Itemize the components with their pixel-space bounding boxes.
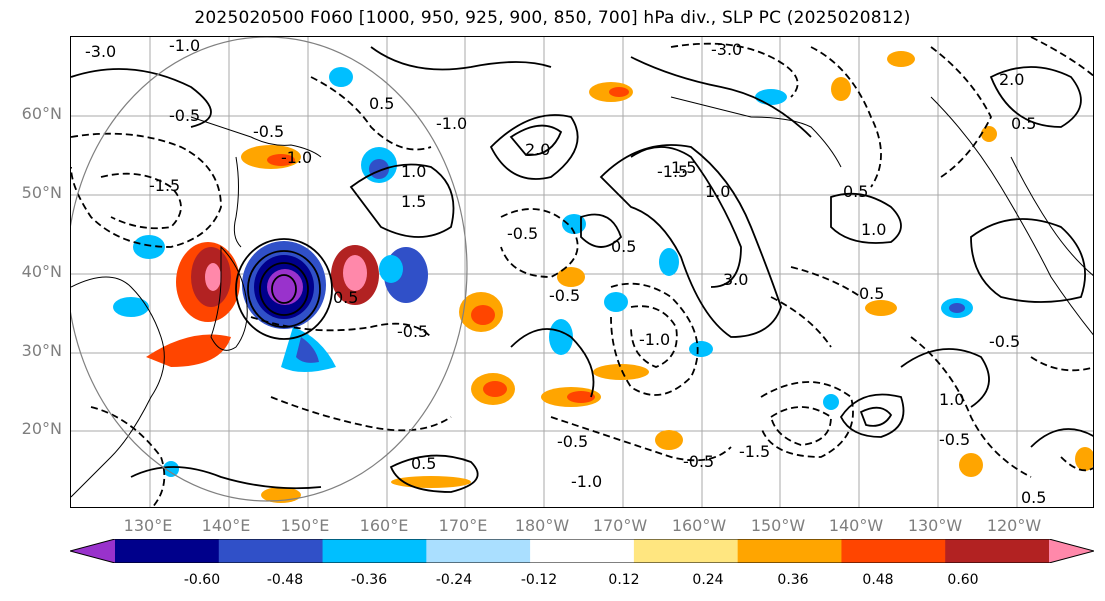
contour-label: -1.0: [436, 114, 467, 133]
lon-label-140e: 140°E: [201, 516, 251, 535]
colorbar-tick-label: 0.48: [862, 572, 894, 588]
contour-label: -3.0: [711, 40, 742, 59]
colorbar-tick-label: -0.24: [435, 572, 473, 588]
contour-label: -0.5: [549, 286, 580, 305]
colorbar-tick-label: -0.36: [350, 572, 388, 588]
contour-label-layer: -3.0 -1.0 -0.5 -0.5 -1.5 -1.0 0.5 1.0 1.…: [85, 37, 1046, 507]
contour-label: -0.5: [397, 322, 428, 341]
contour-label: 0.5: [843, 182, 868, 201]
lon-label-160e: 160°E: [359, 516, 409, 535]
contour-label: 2.0: [525, 140, 550, 159]
lon-label-170w: 170°W: [592, 516, 648, 535]
colorbar-segment: [218, 539, 324, 563]
colorbar-segments: [70, 539, 1094, 563]
colorbar-tick-label: 0.36: [777, 572, 809, 588]
colorbar-segment: [841, 539, 946, 563]
contour-label: -1.0: [571, 472, 602, 491]
colorbar-tick-label: 0.12: [608, 572, 640, 588]
contour-label: 1.0: [939, 390, 964, 409]
colorbar-segment: [945, 539, 1050, 563]
lat-label-40n: 40°N: [21, 262, 62, 281]
colorbar-segment: [633, 539, 739, 563]
contour-label: 0.5: [611, 237, 636, 256]
colorbar-tick-label: -0.60: [183, 572, 221, 588]
contour-label: -0.5: [939, 430, 970, 449]
lon-label-130e: 130°E: [123, 516, 173, 535]
map-canvas: -3.0 -1.0 -0.5 -0.5 -1.5 -1.0 0.5 1.0 1.…: [71, 37, 1093, 507]
contour-label: -1.5: [657, 162, 688, 181]
lon-label-130w: 130°W: [907, 516, 963, 535]
contour-label: -0.5: [169, 106, 200, 125]
contour-label: -1.5: [149, 176, 180, 195]
contour-label: 0.5: [333, 288, 358, 307]
contour-label: 0.5: [411, 454, 436, 473]
range-circle: [71, 37, 468, 502]
contour-label: -3.0: [85, 42, 116, 61]
colorbar-tick-label: -0.12: [520, 572, 558, 588]
lon-label-150w: 150°W: [750, 516, 806, 535]
contour-label: 2.0: [999, 70, 1024, 89]
colorbar-extend-high: [1049, 539, 1094, 563]
lon-label-120w: 120°W: [986, 516, 1042, 535]
negative-contours: [71, 37, 1093, 507]
contour-label: 1.0: [705, 182, 730, 201]
contour-label: 0.5: [1021, 488, 1046, 507]
contour-label: -1.5: [739, 442, 770, 461]
contour-label: 1.5: [671, 158, 696, 177]
chart-title: 2025020500 F060 [1000, 950, 925, 900, 85…: [194, 8, 911, 28]
coastlines: [71, 96, 1093, 498]
lat-label-60n: 60°N: [21, 104, 62, 123]
colorbar-segment: [530, 539, 635, 563]
contour-label: -0.5: [253, 122, 284, 141]
lon-label-160w: 160°W: [671, 516, 727, 535]
contour-label: -1.0: [281, 148, 312, 167]
contour-label: 1.0: [861, 220, 886, 239]
lat-label-30n: 30°N: [21, 341, 62, 360]
colorbar-segment: [322, 539, 427, 563]
contour-label: 0.5: [369, 94, 394, 113]
colorbar-segment: [737, 539, 842, 563]
contour-label: -0.5: [507, 224, 538, 243]
lon-label-140w: 140°W: [828, 516, 884, 535]
lon-label-180w: 180°W: [514, 516, 570, 535]
lat-label-50n: 50°N: [21, 183, 62, 202]
contour-label: 1.0: [401, 162, 426, 181]
contour-label: -1.0: [639, 330, 670, 349]
colorbar-tick-label: 0.24: [692, 572, 724, 588]
positive-contours: [71, 46, 1093, 493]
contour-label: -0.5: [989, 332, 1020, 351]
colorbar: [70, 539, 1094, 563]
contour-label: -0.5: [683, 452, 714, 471]
lon-label-170e: 170°E: [438, 516, 488, 535]
colorbar-segment: [115, 539, 220, 563]
colorbar-tick-label: -0.48: [266, 572, 304, 588]
colorbar-extend-low: [70, 539, 115, 563]
contour-label: 0.5: [1011, 114, 1036, 133]
map-panel: -3.0 -1.0 -0.5 -0.5 -1.5 -1.0 0.5 1.0 1.…: [70, 36, 1094, 508]
colorbar-segment: [426, 539, 531, 563]
contour-label: 1.5: [401, 192, 426, 211]
contour-label: -1.0: [169, 37, 200, 55]
contour-label: 0.5: [859, 284, 884, 303]
contour-label: 3.0: [723, 270, 748, 289]
colorbar-tick-label: 0.60: [947, 572, 979, 588]
contour-label: -0.5: [557, 432, 588, 451]
lon-label-150e: 150°E: [280, 516, 330, 535]
lat-label-20n: 20°N: [21, 419, 62, 438]
